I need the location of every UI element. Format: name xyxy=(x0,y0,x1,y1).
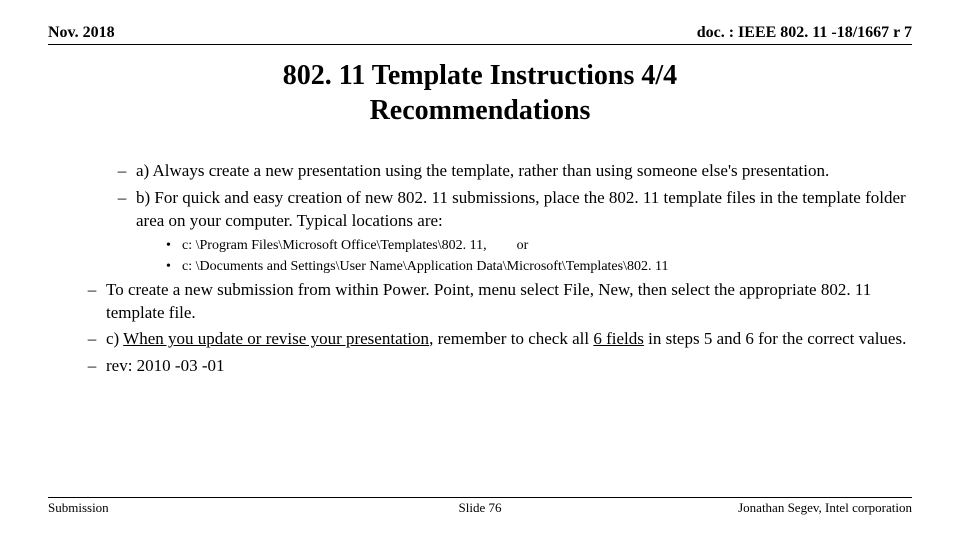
dash-icon: – xyxy=(78,279,106,325)
dash-icon: – xyxy=(78,355,106,378)
c-underline-1: When you update or revise your presentat… xyxy=(123,329,429,348)
item-ppt-text: To create a new submission from within P… xyxy=(106,279,912,325)
dash-icon: – xyxy=(108,160,136,183)
sub-bullet-2: • c: \Documents and Settings\User Name\A… xyxy=(48,258,912,277)
item-a-text: a) Always create a new presentation usin… xyxy=(136,160,912,183)
dash-icon: – xyxy=(78,328,106,351)
sub-bullet-1-text: c: \Program Files\Microsoft Office\Templ… xyxy=(182,237,912,256)
c-suffix: in steps 5 and 6 for the correct values. xyxy=(644,329,906,348)
c-underline-2: 6 fields xyxy=(593,329,644,348)
c-mid: , remember to check all xyxy=(429,329,593,348)
header-doc-number: doc. : IEEE 802. 11 -18/1667 r 7 xyxy=(697,24,912,42)
item-b-text: b) For quick and easy creation of new 80… xyxy=(136,187,912,233)
list-item-rev: – rev: 2010 -03 -01 xyxy=(48,355,912,378)
bullet-icon: • xyxy=(166,237,182,256)
sub-bullet-1: • c: \Program Files\Microsoft Office\Tem… xyxy=(48,237,912,256)
slide-footer: Submission Slide 76 Jonathan Segev, Inte… xyxy=(48,497,912,516)
item-c-text: c) When you update or revise your presen… xyxy=(106,328,912,351)
slide-title: 802. 11 Template Instructions 4/4 Recomm… xyxy=(48,58,912,128)
title-line-1: 802. 11 Template Instructions 4/4 xyxy=(48,58,912,93)
slide-header: Nov. 2018 doc. : IEEE 802. 11 -18/1667 r… xyxy=(48,24,912,45)
list-item-a: – a) Always create a new presentation us… xyxy=(48,160,912,183)
footer-slide-number: Slide 76 xyxy=(48,500,912,516)
path-1: c: \Program Files\Microsoft Office\Templ… xyxy=(182,238,487,253)
list-item-b: – b) For quick and easy creation of new … xyxy=(48,187,912,233)
item-rev-text: rev: 2010 -03 -01 xyxy=(106,355,912,378)
slide-body: – a) Always create a new presentation us… xyxy=(48,160,912,382)
c-prefix: c) xyxy=(106,329,123,348)
sub-bullet-2-text: c: \Documents and Settings\User Name\App… xyxy=(182,258,912,277)
or-text: or xyxy=(517,238,529,253)
header-date: Nov. 2018 xyxy=(48,24,115,42)
title-line-2: Recommendations xyxy=(48,93,912,128)
list-item-c: – c) When you update or revise your pres… xyxy=(48,328,912,351)
list-item-ppt: – To create a new submission from within… xyxy=(48,279,912,325)
bullet-icon: • xyxy=(166,258,182,277)
dash-icon: – xyxy=(108,187,136,233)
